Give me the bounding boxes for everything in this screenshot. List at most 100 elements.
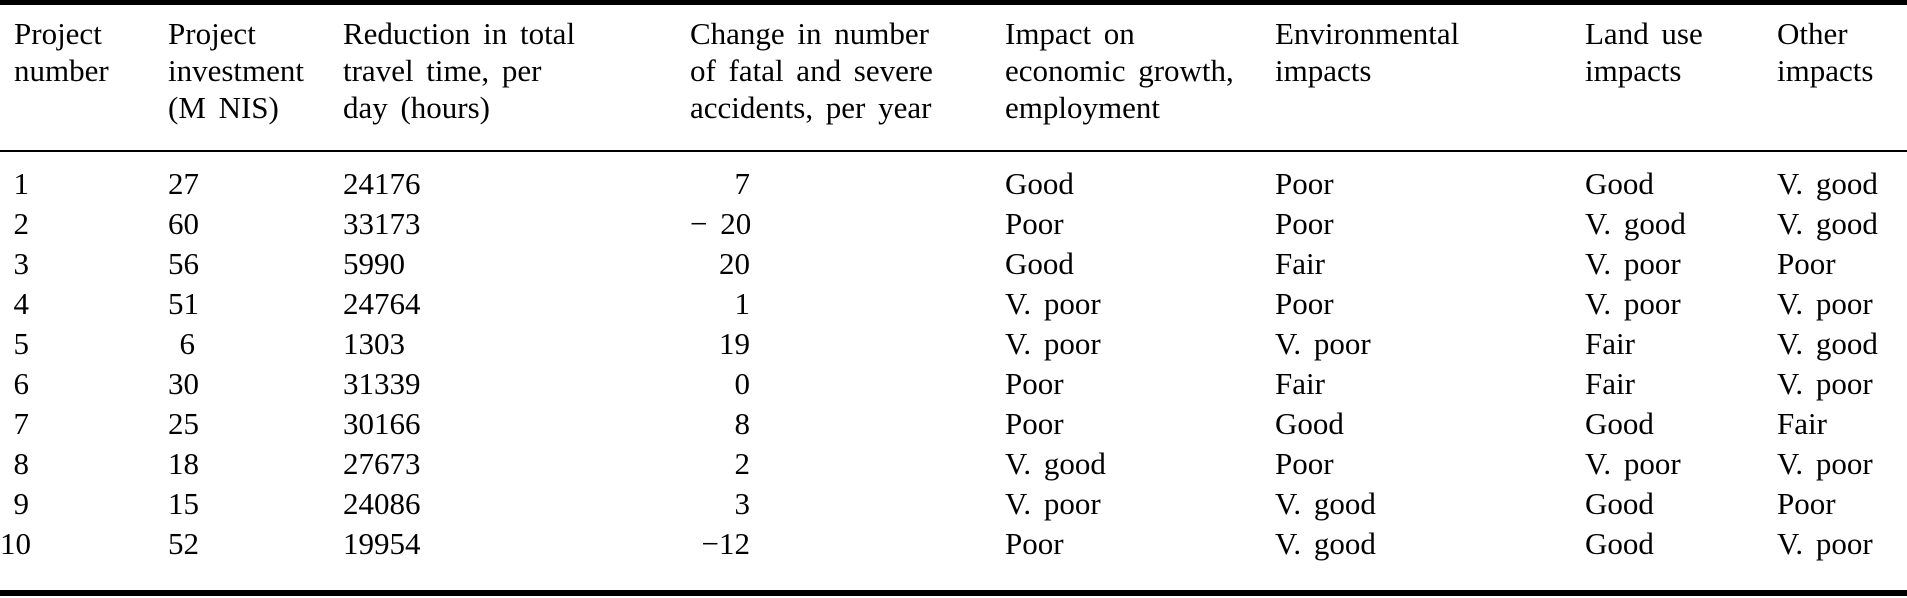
table-row: 4 51 24764 1 V. poor Poor V. poor V. poor xyxy=(0,284,1907,324)
cell-travel-time-reduction: 19954 xyxy=(343,526,421,561)
column-header-accident-change: Change in number of fatal and severe accid… xyxy=(690,2,1005,152)
column-header-other-impacts: Other impacts xyxy=(1777,2,1907,152)
cell-project-number: 9 xyxy=(13,486,30,521)
cell-accident-change: 3 xyxy=(734,486,751,521)
column-header-line: impacts xyxy=(1585,53,1682,88)
cell-project-number: 2 xyxy=(13,206,30,241)
cell-land-use-impacts: Fair xyxy=(1585,326,1635,361)
table-body: 1 27 24176 7 Good Poor Good V. good 2 60 33173− 20… xyxy=(0,151,1907,593)
cell-land-use-impacts: Fair xyxy=(1585,366,1635,401)
cell-other-impacts: Poor xyxy=(1777,246,1836,281)
table-row: 3 56 5990 20 Good Fair V. poor Poor xyxy=(0,244,1907,284)
column-header-line: employment xyxy=(1005,90,1160,125)
cell-land-use-impacts: V. good xyxy=(1585,206,1686,241)
cell-environmental-impacts: V. good xyxy=(1275,486,1376,521)
table-row: 1 27 24176 7 Good Poor Good V. good xyxy=(0,151,1907,204)
column-header-line: Other xyxy=(1777,16,1848,51)
cell-project-investment: 56 xyxy=(168,246,199,281)
cell-accident-change: −12 xyxy=(701,526,750,561)
cell-other-impacts: V. poor xyxy=(1777,286,1873,321)
cell-travel-time-reduction: 24764 xyxy=(343,286,421,321)
cell-environmental-impacts: V. poor xyxy=(1275,326,1371,361)
table-row: 7 25 30166 8 Poor Good Good Fair xyxy=(0,404,1907,444)
cell-economic-impact: Poor xyxy=(1005,366,1064,401)
cell-other-impacts: Poor xyxy=(1777,486,1836,521)
table-row: 8 18 27673 2 V. good Poor V. poor V. poor xyxy=(0,444,1907,484)
cell-accident-change: − 20 xyxy=(690,206,752,241)
cell-travel-time-reduction: 24176 xyxy=(343,166,421,201)
cell-project-number: 4 xyxy=(13,286,30,321)
cell-economic-impact: V. poor xyxy=(1005,326,1101,361)
cell-environmental-impacts: Poor xyxy=(1275,166,1334,201)
table-header: Project number Project investment (M NIS) Red… xyxy=(0,2,1907,152)
table-row: 5 6 1303 19 V. poor V. poor Fair V. good xyxy=(0,324,1907,364)
cell-travel-time-reduction: 24086 xyxy=(343,486,421,521)
table-row: 6 30 31339 0 Poor Fair Fair V. poor xyxy=(0,364,1907,404)
cell-travel-time-reduction: 31339 xyxy=(343,366,421,401)
cell-land-use-impacts: V. poor xyxy=(1585,286,1681,321)
column-header-travel-time-reduction: Reduction in total travel time, per day (h… xyxy=(343,2,690,152)
cell-other-impacts: Fair xyxy=(1777,406,1827,441)
cell-economic-impact: Good xyxy=(1005,166,1074,201)
cell-land-use-impacts: Good xyxy=(1585,166,1654,201)
cell-travel-time-reduction: 5990 xyxy=(343,246,405,281)
cell-environmental-impacts: Good xyxy=(1275,406,1344,441)
cell-economic-impact: Poor xyxy=(1005,526,1064,561)
column-header-line: Environmental xyxy=(1275,16,1460,51)
column-header-line: Project xyxy=(168,16,256,51)
cell-travel-time-reduction: 27673 xyxy=(343,446,421,481)
cell-economic-impact: Poor xyxy=(1005,206,1064,241)
cell-other-impacts: V. poor xyxy=(1777,446,1873,481)
column-header-line: Reduction in total xyxy=(343,16,576,51)
cell-economic-impact: Good xyxy=(1005,246,1074,281)
cell-project-investment: 60 xyxy=(168,206,199,241)
cell-land-use-impacts: V. poor xyxy=(1585,446,1681,481)
cell-travel-time-reduction: 33173 xyxy=(343,206,421,241)
cell-project-number: 10 xyxy=(0,526,31,561)
cell-other-impacts: V. good xyxy=(1777,326,1878,361)
cell-project-number: 5 xyxy=(13,326,30,361)
cell-accident-change: 1 xyxy=(734,286,751,321)
column-header-line: (M NIS) xyxy=(168,90,279,125)
column-header-line: Impact on xyxy=(1005,16,1135,51)
cell-environmental-impacts: Poor xyxy=(1275,286,1334,321)
cell-other-impacts: V. good xyxy=(1777,206,1878,241)
cell-project-number: 8 xyxy=(13,446,30,481)
column-header-project-number: Project number xyxy=(0,2,168,152)
cell-accident-change: 20 xyxy=(719,246,750,281)
cell-economic-impact: V. good xyxy=(1005,446,1106,481)
cell-land-use-impacts: Good xyxy=(1585,486,1654,521)
cell-travel-time-reduction: 30166 xyxy=(343,406,421,441)
table-row: 9 15 24086 3 V. poor V. good Good Poor xyxy=(0,484,1907,524)
cell-travel-time-reduction: 1303 xyxy=(343,326,405,361)
cell-project-number: 3 xyxy=(13,246,30,281)
cell-project-number: 1 xyxy=(13,166,30,201)
cell-land-use-impacts: Good xyxy=(1585,406,1654,441)
column-header-line: economic growth, xyxy=(1005,53,1234,88)
column-header-environmental-impacts: Environmental impacts xyxy=(1275,2,1585,152)
column-header-line: of fatal and severe xyxy=(690,53,933,88)
cell-other-impacts: V. poor xyxy=(1777,526,1873,561)
column-header-line: investment xyxy=(168,53,305,88)
cell-accident-change: 2 xyxy=(734,446,751,481)
cell-economic-impact: V. poor xyxy=(1005,286,1101,321)
cell-project-investment: 27 xyxy=(168,166,199,201)
column-header-line: number xyxy=(14,53,109,88)
cell-environmental-impacts: V. good xyxy=(1275,526,1376,561)
cell-other-impacts: V. poor xyxy=(1777,366,1873,401)
cell-project-investment: 18 xyxy=(168,446,199,481)
cell-accident-change: 19 xyxy=(719,326,750,361)
cell-environmental-impacts: Poor xyxy=(1275,206,1334,241)
column-header-land-use-impacts: Land use impacts xyxy=(1585,2,1777,152)
cell-project-number: 7 xyxy=(13,406,30,441)
cell-accident-change: 7 xyxy=(734,166,751,201)
cell-land-use-impacts: Good xyxy=(1585,526,1654,561)
column-header-line: day (hours) xyxy=(343,90,491,125)
column-header-line: accidents, per year xyxy=(690,90,932,125)
column-header-line: Land use xyxy=(1585,16,1703,51)
cell-project-investment: 6 xyxy=(179,326,196,361)
cell-environmental-impacts: Fair xyxy=(1275,246,1325,281)
column-header-line: Change in number xyxy=(690,16,929,51)
